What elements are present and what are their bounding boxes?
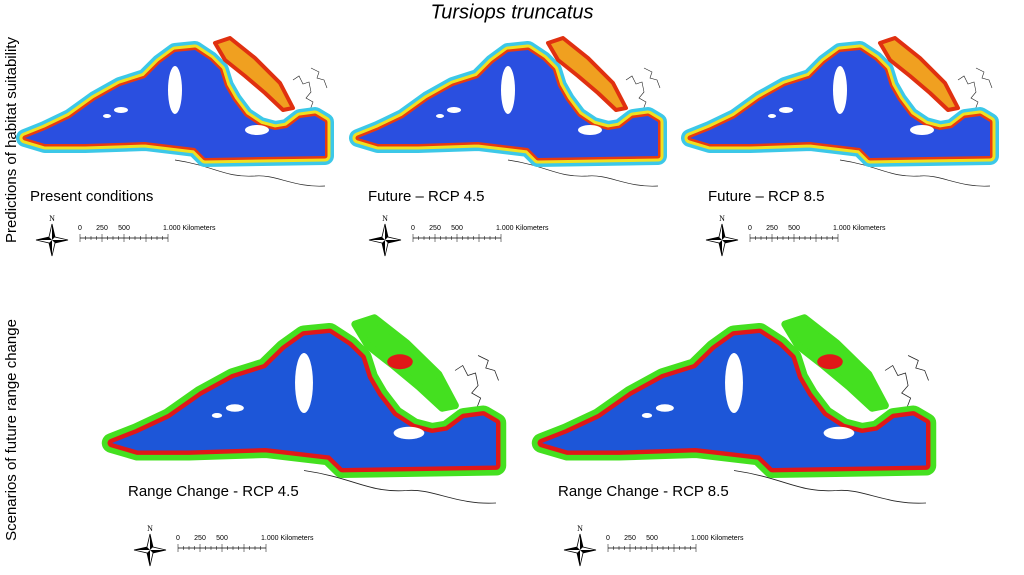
scale-label: 500	[788, 225, 800, 232]
compass-star-shade	[147, 550, 150, 566]
compass-star-shade	[150, 534, 153, 550]
north-label: N	[49, 214, 55, 223]
scale-label: 0	[748, 225, 752, 232]
north-arrow: N	[368, 214, 402, 257]
map-shape	[358, 38, 660, 186]
panel-label: Future – RCP 4.5	[368, 188, 484, 205]
panel-label: Range Change - RCP 8.5	[558, 483, 729, 500]
map-shape	[542, 318, 929, 503]
scale-group: N 0 250 500 1.000 Kilometers	[35, 214, 216, 257]
north-arrow: N	[133, 524, 167, 567]
compass-star-shade	[150, 550, 166, 553]
scale-label: 250	[624, 535, 636, 542]
north-label: N	[577, 524, 583, 533]
row-label: Predictions of habitat suitability	[3, 37, 20, 243]
north-label: N	[719, 214, 725, 223]
north-arrow: N	[35, 214, 69, 257]
panel-label: Present conditions	[30, 188, 153, 205]
compass-star-shade	[722, 240, 738, 243]
scale-label: 0	[78, 225, 82, 232]
map-shape	[25, 38, 327, 186]
scale-unit: 1.000 Kilometers	[691, 535, 744, 542]
compass-star-shade	[369, 237, 385, 240]
panel-label: Future – RCP 8.5	[708, 188, 824, 205]
scale-label: 250	[766, 225, 778, 232]
figure-title: Tursiops truncatus	[430, 1, 593, 23]
scale-label: 250	[429, 225, 441, 232]
compass-star-shade	[719, 240, 722, 256]
scale-label: 250	[96, 225, 108, 232]
compass-star-shade	[385, 224, 388, 240]
compass-star-shade	[580, 534, 583, 550]
scale-label: 500	[646, 535, 658, 542]
scale-label: 500	[216, 535, 228, 542]
map	[358, 38, 660, 186]
row-label: Scenarios of future range change	[3, 319, 20, 541]
compass-star-shade	[706, 237, 722, 240]
map	[112, 318, 499, 503]
north-label: N	[382, 214, 388, 223]
compass-star-shade	[52, 240, 68, 243]
map-shape	[112, 318, 499, 503]
north-label: N	[147, 524, 153, 533]
compass-star-shade	[52, 224, 55, 240]
compass-star-shade	[580, 550, 596, 553]
scale-group: N 0 250 500 1.000 Kilometers	[368, 214, 549, 257]
north-arrow: N	[563, 524, 597, 567]
scale-unit: 1.000 Kilometers	[833, 225, 886, 232]
compass-star-shade	[722, 224, 725, 240]
compass-star-shade	[564, 547, 580, 550]
scale-label: 0	[411, 225, 415, 232]
north-arrow: N	[705, 214, 739, 257]
panel-label: Range Change - RCP 4.5	[128, 483, 299, 500]
map	[690, 38, 992, 186]
scale-unit: 1.000 Kilometers	[496, 225, 549, 232]
compass-star-shade	[49, 240, 52, 256]
compass-star-shade	[36, 237, 52, 240]
map	[542, 318, 929, 503]
scale-label: 500	[118, 225, 130, 232]
scale-unit: 1.000 Kilometers	[163, 225, 216, 232]
scale-label: 0	[606, 535, 610, 542]
compass-star-shade	[382, 240, 385, 256]
map-shape	[690, 38, 992, 186]
compass-star-shade	[134, 547, 150, 550]
scale-group: N 0 250 500 1.000 Kilometers	[705, 214, 886, 257]
scale-unit: 1.000 Kilometers	[261, 535, 314, 542]
scale-group: N 0 250 500 1.000 Kilometers	[563, 524, 744, 567]
scale-label: 500	[451, 225, 463, 232]
scale-label: 250	[194, 535, 206, 542]
map	[25, 38, 327, 186]
compass-star-shade	[385, 240, 401, 243]
scale-label: 0	[176, 535, 180, 542]
scale-group: N 0 250 500 1.000 Kilometers	[133, 524, 314, 567]
compass-star-shade	[577, 550, 580, 566]
